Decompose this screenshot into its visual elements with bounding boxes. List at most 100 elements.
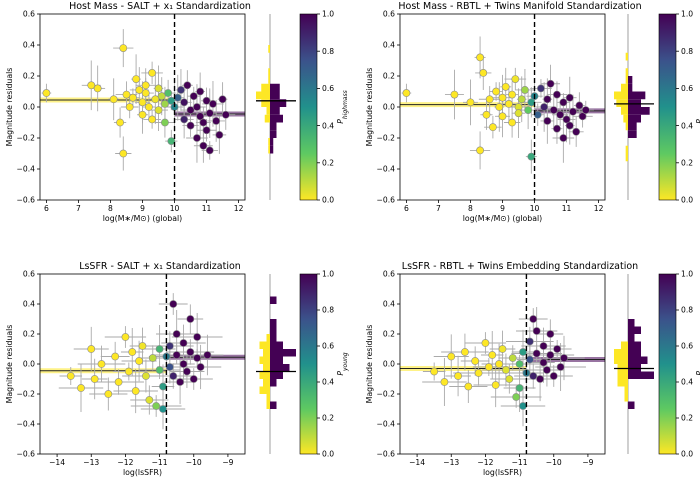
data-point xyxy=(536,375,544,383)
data-point xyxy=(157,92,166,101)
hist-bar-low xyxy=(621,83,628,92)
data-point xyxy=(114,378,123,386)
x-tick-label: −12 xyxy=(117,458,133,467)
data-point xyxy=(519,348,527,356)
data-point xyxy=(514,109,523,118)
hist-bar-high xyxy=(270,122,277,131)
data-point xyxy=(569,107,577,116)
colorbar-tick-label: 0.6 xyxy=(322,342,334,351)
x-tick-label: −14 xyxy=(49,458,65,467)
y-tick-label: 0.4 xyxy=(23,300,35,309)
data-point xyxy=(189,375,198,383)
hist-bar-high xyxy=(628,349,641,357)
colorbar-label: Phighmass xyxy=(695,90,700,123)
hist-bar-low xyxy=(261,99,270,107)
data-point xyxy=(132,75,140,83)
hist-bar-high xyxy=(628,371,654,379)
data-point xyxy=(186,121,195,130)
hist-bar-low xyxy=(625,68,628,76)
data-point xyxy=(515,384,524,392)
data-point xyxy=(546,330,555,338)
colorbar-label: Pyoung xyxy=(695,352,700,375)
data-point xyxy=(539,342,548,350)
data-point xyxy=(488,351,497,359)
data-point xyxy=(482,110,491,119)
colorbar xyxy=(299,13,318,201)
data-point xyxy=(498,112,507,121)
data-point xyxy=(154,106,163,114)
hist-bar-low xyxy=(266,401,270,409)
colorbar xyxy=(299,273,318,455)
hist-bar-high xyxy=(270,401,277,409)
colorbar-tick-label: 0.6 xyxy=(322,84,334,93)
hist-bar-high xyxy=(270,371,283,379)
x-tick-label: −13 xyxy=(443,458,459,467)
data-point xyxy=(546,79,555,88)
data-point xyxy=(145,396,154,404)
hist-bar-low xyxy=(266,334,270,342)
data-point xyxy=(109,95,118,104)
marginal-histogram xyxy=(614,14,654,200)
hist-bar-low xyxy=(617,364,628,372)
hist-bar-low xyxy=(616,99,628,107)
data-point xyxy=(183,367,191,376)
data-point xyxy=(559,98,568,107)
x-tick-label: −9 xyxy=(582,458,593,467)
data-point xyxy=(172,330,181,338)
data-point xyxy=(447,352,456,361)
data-point xyxy=(556,363,565,371)
colorbar-tick-label: 0.0 xyxy=(322,450,334,459)
data-point xyxy=(560,354,568,362)
hist-bar-low xyxy=(266,394,270,402)
data-point xyxy=(111,352,120,361)
data-point xyxy=(97,360,106,368)
data-point xyxy=(402,89,411,97)
data-point xyxy=(167,96,176,105)
hist-bar-high xyxy=(270,379,277,387)
y-tick-label: 0.6 xyxy=(383,270,395,279)
data-point xyxy=(502,366,510,374)
hist-bar-high xyxy=(628,107,650,115)
panel-title: LsSFR - RBTL + Twins Embedding Standardi… xyxy=(402,261,638,272)
data-point xyxy=(159,382,167,391)
y-tick-label: −0.2 xyxy=(377,134,396,143)
hist-bar-high xyxy=(628,99,641,107)
data-point xyxy=(461,348,469,356)
x-tick-label: 8 xyxy=(108,204,113,213)
data-point xyxy=(124,367,133,376)
y-axis-label: Magnitude residuals xyxy=(5,325,14,404)
data-point xyxy=(215,130,224,139)
data-point xyxy=(119,149,128,158)
hist-bar-high xyxy=(628,91,646,100)
colorbar-tick-label: 0.4 xyxy=(681,378,693,387)
hist-bar-low xyxy=(625,145,628,154)
data-point xyxy=(161,118,169,127)
data-point xyxy=(466,98,475,107)
marginal-histogram xyxy=(614,274,654,454)
data-point xyxy=(537,84,545,93)
hist-bar-low xyxy=(268,45,270,53)
data-point xyxy=(508,118,517,127)
marginal-histogram xyxy=(256,14,296,200)
y-tick-label: 0.4 xyxy=(23,41,35,50)
data-point xyxy=(524,106,533,114)
x-tick-label: 11 xyxy=(202,204,212,213)
data-point xyxy=(154,84,163,93)
hist-bar-low xyxy=(259,356,270,364)
data-point xyxy=(180,98,189,107)
data-point xyxy=(495,103,504,111)
data-point xyxy=(476,146,484,155)
data-point xyxy=(464,382,473,391)
colorbar-tick-label: 0.8 xyxy=(681,306,693,315)
data-point xyxy=(135,86,144,94)
data-point xyxy=(218,95,227,104)
x-tick-label: −12 xyxy=(477,458,493,467)
data-point xyxy=(501,82,510,91)
panel-title: Host Mass - SALT + x₁ Standardization xyxy=(69,1,251,12)
data-point xyxy=(104,390,113,398)
hist-bar-low xyxy=(621,341,628,349)
colorbar-tick-label: 1.0 xyxy=(681,270,693,279)
data-point xyxy=(151,95,160,104)
x-tick-label: −10 xyxy=(546,458,562,467)
